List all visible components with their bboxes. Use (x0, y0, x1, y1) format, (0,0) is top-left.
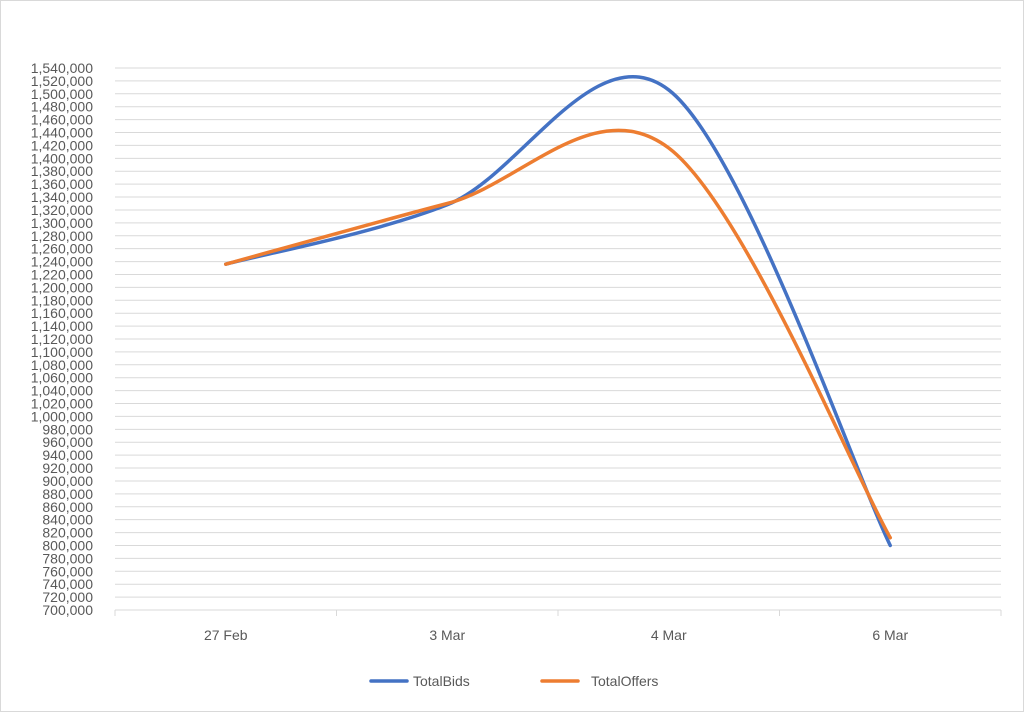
y-tick-label: 840,000 (42, 512, 93, 528)
legend-label: TotalBids (413, 673, 470, 689)
x-axis: 27 Feb 3 Mar 4 Mar 6 Mar (114, 609, 1002, 643)
y-tick-label: 1,540,000 (31, 60, 93, 76)
x-tick-label: 4 Mar (651, 627, 687, 643)
y-tick-label: 860,000 (42, 499, 93, 515)
y-tick-label: 1,300,000 (31, 215, 93, 231)
y-tick-label: 1,080,000 (31, 357, 93, 373)
y-tick-label: 1,520,000 (31, 73, 93, 89)
legend: TotalBids TotalOffers (369, 673, 658, 689)
legend-label: TotalOffers (591, 673, 658, 689)
y-tick-label: 1,040,000 (31, 383, 93, 399)
y-tick-label: 1,140,000 (31, 318, 93, 334)
y-tick-label: 1,440,000 (31, 125, 93, 141)
y-tick-label: 940,000 (42, 447, 93, 463)
y-tick-label: 1,100,000 (31, 344, 93, 360)
y-tick-label: 1,420,000 (31, 137, 93, 153)
y-tick-label: 1,120,000 (31, 331, 93, 347)
y-tick-label: 1,380,000 (31, 163, 93, 179)
y-tick-label: 900,000 (42, 473, 93, 489)
y-tick-label: 800,000 (42, 537, 93, 553)
y-tick-label: 740,000 (42, 576, 93, 592)
series-lines (224, 74, 892, 548)
series-line-totalbids (224, 74, 892, 548)
y-tick-label: 980,000 (42, 421, 93, 437)
series-line-totaloffers (224, 128, 892, 540)
y-tick-label: 1,280,000 (31, 228, 93, 244)
y-tick-label: 1,000,000 (31, 408, 93, 424)
y-tick-label: 1,400,000 (31, 150, 93, 166)
y-tick-label: 880,000 (42, 486, 93, 502)
y-tick-label: 1,180,000 (31, 292, 93, 308)
y-tick-label: 1,020,000 (31, 396, 93, 412)
y-tick-label: 820,000 (42, 525, 93, 541)
y-tick-label: 1,200,000 (31, 279, 93, 295)
y-tick-label: 920,000 (42, 460, 93, 476)
y-tick-label: 1,480,000 (31, 99, 93, 115)
y-tick-label: 1,220,000 (31, 266, 93, 282)
y-tick-label: 760,000 (42, 563, 93, 579)
y-tick-label: 1,360,000 (31, 176, 93, 192)
gridlines (115, 67, 1001, 598)
y-tick-label: 1,240,000 (31, 254, 93, 270)
y-tick-label: 1,320,000 (31, 202, 93, 218)
x-tick-label: 27 Feb (204, 627, 248, 643)
y-tick-label: 1,500,000 (31, 86, 93, 102)
y-tick-label: 1,060,000 (31, 370, 93, 386)
y-tick-label: 700,000 (42, 602, 93, 618)
x-tick-label: 3 Mar (429, 627, 465, 643)
y-axis-ticks: 700,000720,000740,000760,000780,000800,0… (31, 60, 94, 618)
y-tick-label: 1,340,000 (31, 189, 93, 205)
y-tick-label: 1,260,000 (31, 241, 93, 257)
y-tick-label: 780,000 (42, 550, 93, 566)
y-tick-label: 1,160,000 (31, 305, 93, 321)
x-tick-label: 6 Mar (872, 627, 908, 643)
y-tick-label: 1,460,000 (31, 112, 93, 128)
y-tick-label: 720,000 (42, 589, 93, 605)
y-tick-label: 960,000 (42, 434, 93, 450)
